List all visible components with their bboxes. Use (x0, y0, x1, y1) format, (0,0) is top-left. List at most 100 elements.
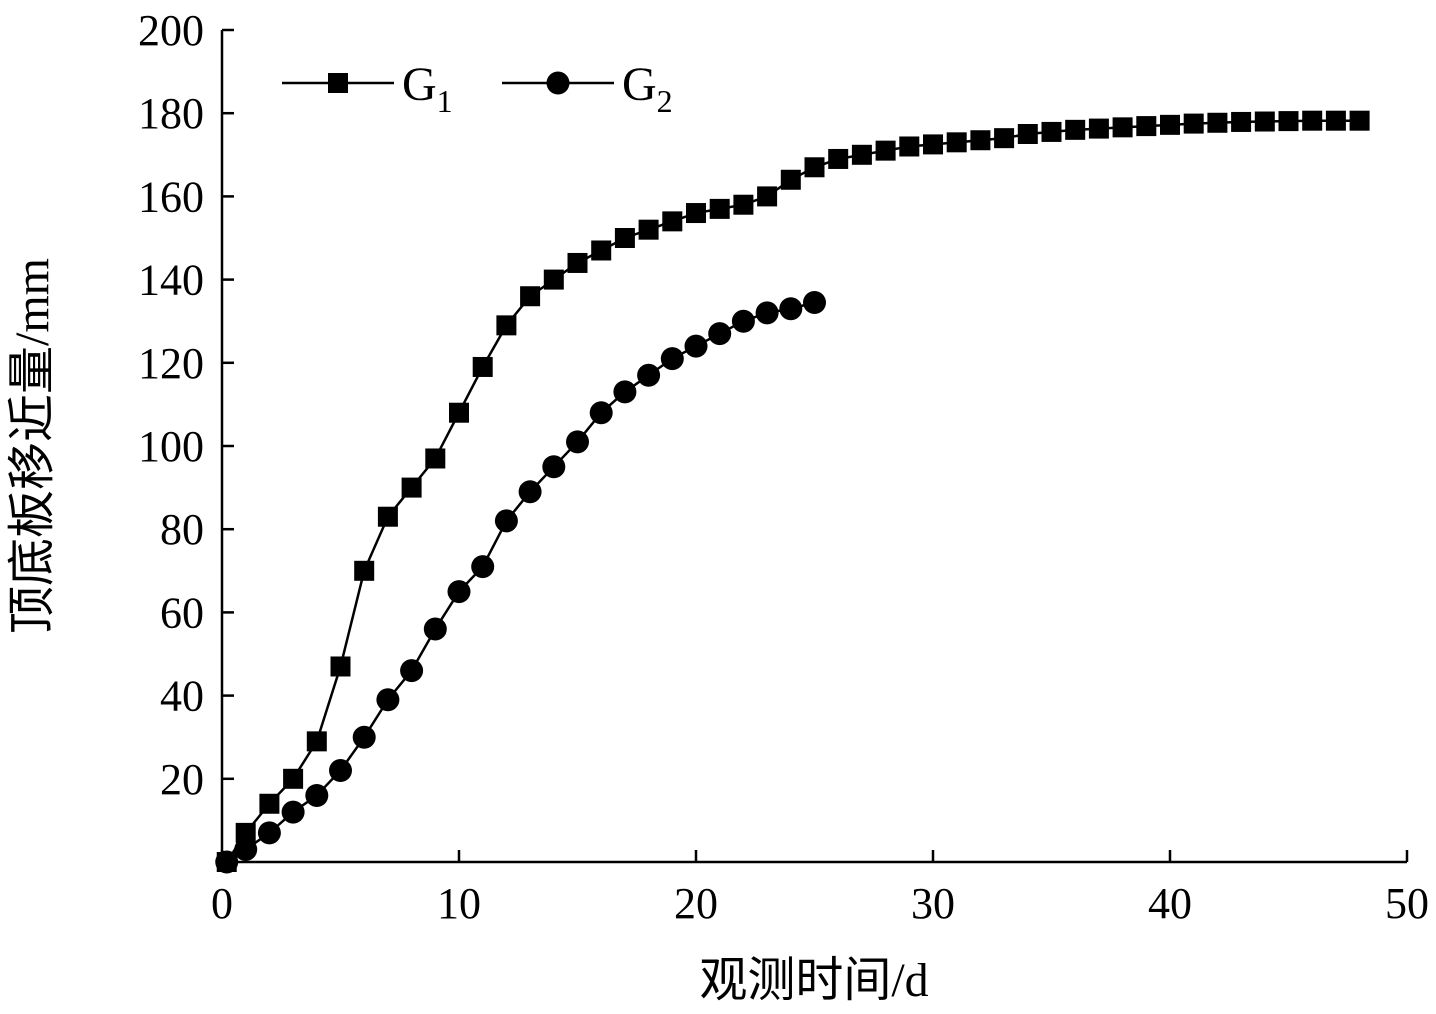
data-point-G1 (614, 228, 635, 248)
data-point-G1 (1088, 118, 1109, 139)
data-point-G1 (1183, 113, 1204, 134)
data-point-G2 (400, 659, 424, 683)
data-point-G2 (779, 297, 803, 321)
data-point-G2 (518, 480, 542, 504)
data-point-G2 (637, 363, 661, 387)
axes: 0 10 20 30 40 50 20 40 60 80 100 120 140 160 180 200 (138, 6, 1429, 928)
data-point-G1 (994, 128, 1015, 149)
y-tick-label: 20 (160, 755, 204, 804)
x-tick-label: 40 (1148, 879, 1192, 928)
data-point-G1 (804, 157, 825, 178)
y-axis-title: 顶底板移近量/mm (6, 258, 59, 634)
y-tick-label: 160 (138, 172, 204, 221)
data-point-G1 (472, 356, 493, 377)
legend: G1 G2 (282, 58, 673, 119)
data-point-G2 (215, 850, 239, 874)
data-point-G2 (803, 290, 826, 314)
data-point-G1 (496, 315, 517, 336)
x-tick-label: 50 (1385, 879, 1429, 928)
data-point-G1 (1160, 114, 1180, 135)
data-point-G2 (471, 555, 495, 579)
data-point-G1 (733, 194, 754, 215)
y-tick-label: 140 (138, 256, 204, 305)
data-point-G1 (1041, 121, 1062, 142)
data-point-G1 (543, 269, 564, 290)
data-point-G2 (352, 725, 376, 749)
legend-label-subscript: 2 (657, 83, 673, 119)
data-point-G2 (542, 455, 566, 479)
data-point-G1 (567, 252, 588, 273)
data-point-G1 (401, 477, 422, 498)
legend-label-main: G (402, 58, 437, 111)
data-point-G2 (234, 838, 258, 862)
data-point-G2 (305, 783, 329, 807)
data-point-G1 (1278, 111, 1299, 132)
data-point-G1 (757, 186, 778, 207)
data-point-G1 (1231, 111, 1252, 132)
x-tick-label: 10 (437, 879, 481, 928)
data-point-G1 (1136, 116, 1157, 137)
y-tick-label: 180 (138, 89, 204, 138)
series-line-G1 (225, 119, 1360, 863)
data-point-G1 (259, 793, 280, 814)
data-point-G1 (377, 506, 398, 527)
legend-marker (328, 73, 348, 93)
data-point-G1 (1112, 117, 1133, 138)
series-line-G2 (226, 301, 815, 864)
data-point-G1 (1325, 110, 1346, 131)
data-point-G2 (494, 509, 518, 533)
data-point-G1 (1302, 110, 1323, 131)
legend-item-G2: G2 (502, 58, 673, 119)
data-point-G1 (1207, 112, 1228, 133)
y-tick-label: 80 (160, 505, 204, 554)
legend-label: G2 (622, 58, 673, 119)
data-point-G2 (613, 380, 637, 404)
data-point-G2 (376, 688, 400, 712)
x-axis-title: 观测时间/d (699, 954, 928, 1007)
data-point-G2 (684, 334, 708, 358)
data-point-G1 (709, 198, 730, 219)
data-point-G2 (423, 617, 447, 641)
data-point-G1 (354, 560, 375, 581)
data-point-G1 (449, 402, 469, 423)
legend-label-subscript: 1 (437, 83, 453, 119)
data-point-G1 (520, 286, 541, 307)
data-point-G1 (283, 768, 304, 789)
legend-label: G1 (402, 58, 453, 119)
data-point-G1 (306, 731, 327, 752)
data-point-G2 (731, 309, 755, 333)
legend-item-G1: G1 (282, 58, 453, 119)
y-tick-label: 100 (138, 422, 204, 471)
data-point-G2 (329, 758, 352, 782)
legend-marker (546, 71, 570, 95)
y-tick-label: 120 (138, 339, 204, 388)
data-point-G2 (566, 430, 589, 454)
data-point-G1 (875, 140, 896, 161)
data-point-G1 (1017, 124, 1038, 144)
data-point-G1 (686, 203, 706, 224)
data-point-G2 (281, 800, 305, 824)
data-point-G1 (235, 822, 256, 843)
data-point-G1 (662, 211, 683, 232)
legend-label-main: G (622, 58, 657, 111)
data-point-G1 (1349, 110, 1370, 131)
data-point-G1 (638, 219, 659, 240)
data-point-G1 (899, 136, 920, 157)
data-point-G1 (828, 148, 849, 169)
series-G1 (216, 110, 1370, 872)
data-point-G1 (851, 144, 872, 165)
data-point-G1 (1065, 119, 1086, 140)
x-tick-label: 30 (911, 879, 955, 928)
data-point-G2 (660, 347, 684, 371)
y-tick-label: 40 (160, 672, 204, 721)
series-G2 (215, 290, 826, 874)
data-point-G1 (425, 448, 446, 469)
data-point-G1 (1254, 111, 1275, 132)
y-tick-label: 200 (138, 6, 204, 55)
data-point-G2 (708, 322, 732, 346)
y-tick-label: 60 (160, 588, 204, 637)
data-point-G2 (755, 301, 779, 325)
data-point-G1 (946, 132, 967, 153)
data-point-G1 (923, 134, 943, 155)
data-point-G2 (447, 580, 471, 604)
